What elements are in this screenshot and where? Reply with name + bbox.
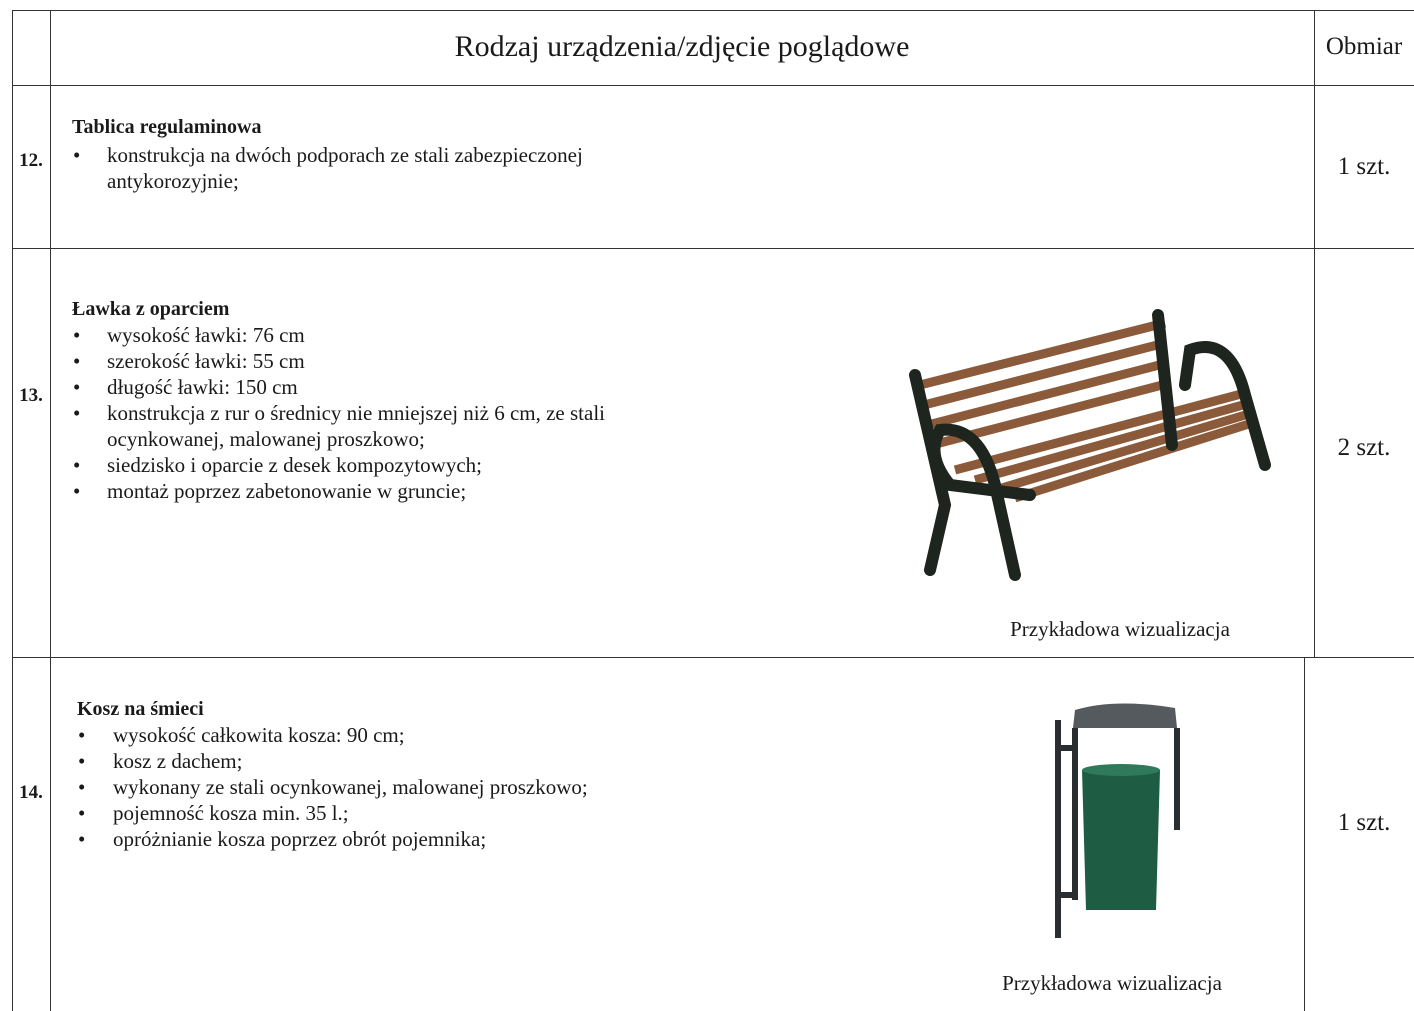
bullet: • <box>73 453 81 477</box>
bullet: • <box>73 479 81 503</box>
bullet: • <box>78 749 86 773</box>
spec-item: długość ławki: 150 cm <box>107 375 298 399</box>
row-number: 14. <box>19 782 43 803</box>
bullet: • <box>73 143 81 167</box>
border <box>12 248 1414 249</box>
spec-item: kosz z dachem; <box>113 749 243 773</box>
spec-item: pojemność kosza min. 35 l.; <box>113 801 349 825</box>
bullet: • <box>78 827 86 851</box>
spec-item: siedzisko i oparcie z desek kompozytowyc… <box>107 453 482 477</box>
quantity: 1 szt. <box>1337 809 1391 836</box>
spec-item: opróżnianie kosza poprzez obrót pojemnik… <box>113 827 487 851</box>
border <box>12 10 13 1011</box>
header-title: Rodzaj urządzenia/zdjęcie poglądowe <box>454 30 910 63</box>
spec-item: montaż poprzez zabetonowanie w gruncie; <box>107 479 467 503</box>
image-caption: Przykładowa wizualizacja <box>1002 971 1222 995</box>
quantity: 2 szt. <box>1337 434 1391 461</box>
bullet: • <box>78 775 86 799</box>
border <box>12 657 1414 658</box>
border <box>1314 10 1315 657</box>
bullet: • <box>78 801 86 825</box>
bin-image <box>1055 703 1180 938</box>
bullet: • <box>73 349 81 373</box>
row-number: 12. <box>19 150 43 171</box>
header-quantity: Obmiar <box>1325 33 1403 60</box>
item-name: Tablica regulaminowa <box>72 116 262 138</box>
border <box>12 85 1414 86</box>
bullet: • <box>73 401 81 425</box>
border <box>1304 657 1305 1011</box>
spec-item: konstrukcja na dwóch podporach ze stali … <box>107 143 583 193</box>
item-name: Kosz na śmieci <box>77 698 204 720</box>
spec-item: wysokość ławki: 76 cm <box>107 323 305 347</box>
image-caption: Przykładowa wizualizacja <box>1010 617 1230 641</box>
border <box>50 10 51 1011</box>
bench-image <box>909 309 1271 581</box>
spec-item: konstrukcja z rur o średnicy nie mniejsz… <box>107 401 606 451</box>
border <box>12 10 1414 11</box>
spec-item: wykonany ze stali ocynkowanej, malowanej… <box>113 775 588 799</box>
bullet: • <box>78 723 86 747</box>
spec-item: szerokość ławki: 55 cm <box>107 349 305 373</box>
quantity: 1 szt. <box>1337 153 1391 180</box>
spec-item: wysokość całkowita kosza: 90 cm; <box>113 723 405 747</box>
row-number: 13. <box>19 385 43 406</box>
item-name: Ławka z oparciem <box>72 298 230 320</box>
bullet: • <box>73 375 81 399</box>
bullet: • <box>73 323 81 347</box>
